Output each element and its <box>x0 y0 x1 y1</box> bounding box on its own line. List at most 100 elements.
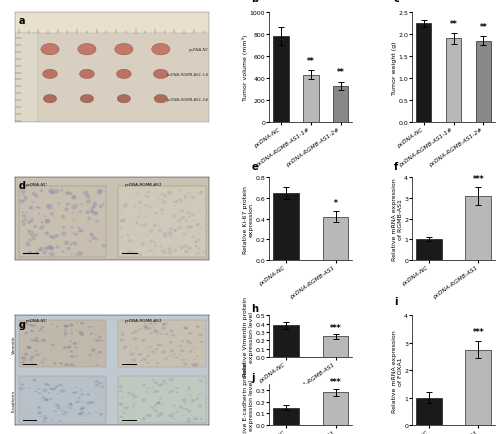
Circle shape <box>138 253 142 256</box>
Y-axis label: Relative Ki-67 protein
expression: Relative Ki-67 protein expression <box>243 185 254 253</box>
Y-axis label: Tumor volume (mm³): Tumor volume (mm³) <box>242 35 248 101</box>
Circle shape <box>191 363 194 365</box>
Circle shape <box>70 329 72 331</box>
Circle shape <box>24 197 28 200</box>
Circle shape <box>148 414 152 417</box>
Circle shape <box>126 247 128 249</box>
Circle shape <box>196 252 200 255</box>
Circle shape <box>23 219 27 222</box>
Circle shape <box>18 387 24 390</box>
Circle shape <box>22 194 25 197</box>
Circle shape <box>179 190 182 192</box>
FancyBboxPatch shape <box>19 320 106 367</box>
Circle shape <box>34 195 38 198</box>
Bar <box>446 39 462 123</box>
Circle shape <box>52 193 54 195</box>
Circle shape <box>57 407 61 409</box>
Circle shape <box>147 191 150 194</box>
Circle shape <box>183 195 187 198</box>
Circle shape <box>24 360 26 362</box>
Circle shape <box>50 191 54 195</box>
Text: **: ** <box>337 68 344 77</box>
Circle shape <box>69 341 71 342</box>
Circle shape <box>94 380 99 383</box>
Circle shape <box>164 235 168 238</box>
Circle shape <box>55 234 59 238</box>
Circle shape <box>143 417 145 418</box>
Text: ***: *** <box>472 174 484 183</box>
Circle shape <box>178 211 180 213</box>
Circle shape <box>100 409 102 410</box>
Bar <box>303 76 318 123</box>
Circle shape <box>120 339 124 342</box>
Circle shape <box>36 207 38 209</box>
Circle shape <box>133 404 136 405</box>
Circle shape <box>31 235 34 237</box>
Circle shape <box>50 247 54 251</box>
Circle shape <box>30 330 33 332</box>
Circle shape <box>28 251 32 255</box>
Circle shape <box>156 401 162 404</box>
Circle shape <box>32 237 36 240</box>
Circle shape <box>186 207 188 209</box>
Circle shape <box>44 359 46 360</box>
Circle shape <box>190 214 194 217</box>
Circle shape <box>57 393 59 395</box>
Ellipse shape <box>80 70 94 79</box>
Circle shape <box>181 217 185 220</box>
Circle shape <box>181 399 184 401</box>
Circle shape <box>188 193 190 194</box>
Circle shape <box>52 388 56 391</box>
Circle shape <box>37 388 40 390</box>
Circle shape <box>136 331 138 332</box>
Circle shape <box>61 390 65 393</box>
Circle shape <box>169 227 173 231</box>
Circle shape <box>134 234 137 236</box>
Circle shape <box>51 344 54 346</box>
Circle shape <box>150 332 153 335</box>
Circle shape <box>65 329 67 330</box>
Text: pcDNA-NC: pcDNA-NC <box>188 48 208 52</box>
Circle shape <box>26 346 32 349</box>
Circle shape <box>187 418 190 420</box>
Circle shape <box>154 390 159 393</box>
Circle shape <box>130 333 133 334</box>
Circle shape <box>88 326 92 328</box>
Circle shape <box>41 339 46 342</box>
Circle shape <box>78 331 83 334</box>
Circle shape <box>62 413 65 415</box>
Circle shape <box>154 242 156 245</box>
Circle shape <box>27 221 31 225</box>
Circle shape <box>200 228 202 230</box>
Text: Vimentin: Vimentin <box>12 335 16 353</box>
Circle shape <box>151 407 154 409</box>
Circle shape <box>186 329 188 330</box>
Circle shape <box>19 200 24 204</box>
Circle shape <box>50 235 56 240</box>
Circle shape <box>61 410 64 411</box>
Circle shape <box>168 392 171 393</box>
Circle shape <box>38 411 42 414</box>
Circle shape <box>168 414 171 417</box>
Text: pcDNA-RGMB-AS1-2#: pcDNA-RGMB-AS1-2# <box>166 97 208 102</box>
Circle shape <box>120 390 123 392</box>
Circle shape <box>86 401 92 404</box>
Circle shape <box>159 412 164 415</box>
Circle shape <box>142 358 147 361</box>
Circle shape <box>182 415 184 416</box>
Circle shape <box>158 199 160 201</box>
Circle shape <box>44 220 50 224</box>
Circle shape <box>30 359 33 361</box>
Circle shape <box>194 220 196 222</box>
Circle shape <box>71 205 77 210</box>
Circle shape <box>71 196 76 200</box>
Circle shape <box>48 189 54 194</box>
Circle shape <box>128 240 132 243</box>
Circle shape <box>76 329 78 331</box>
Circle shape <box>63 335 66 337</box>
Circle shape <box>123 412 126 414</box>
Circle shape <box>166 233 168 234</box>
Circle shape <box>126 234 130 237</box>
Circle shape <box>37 406 40 408</box>
Circle shape <box>30 356 34 358</box>
